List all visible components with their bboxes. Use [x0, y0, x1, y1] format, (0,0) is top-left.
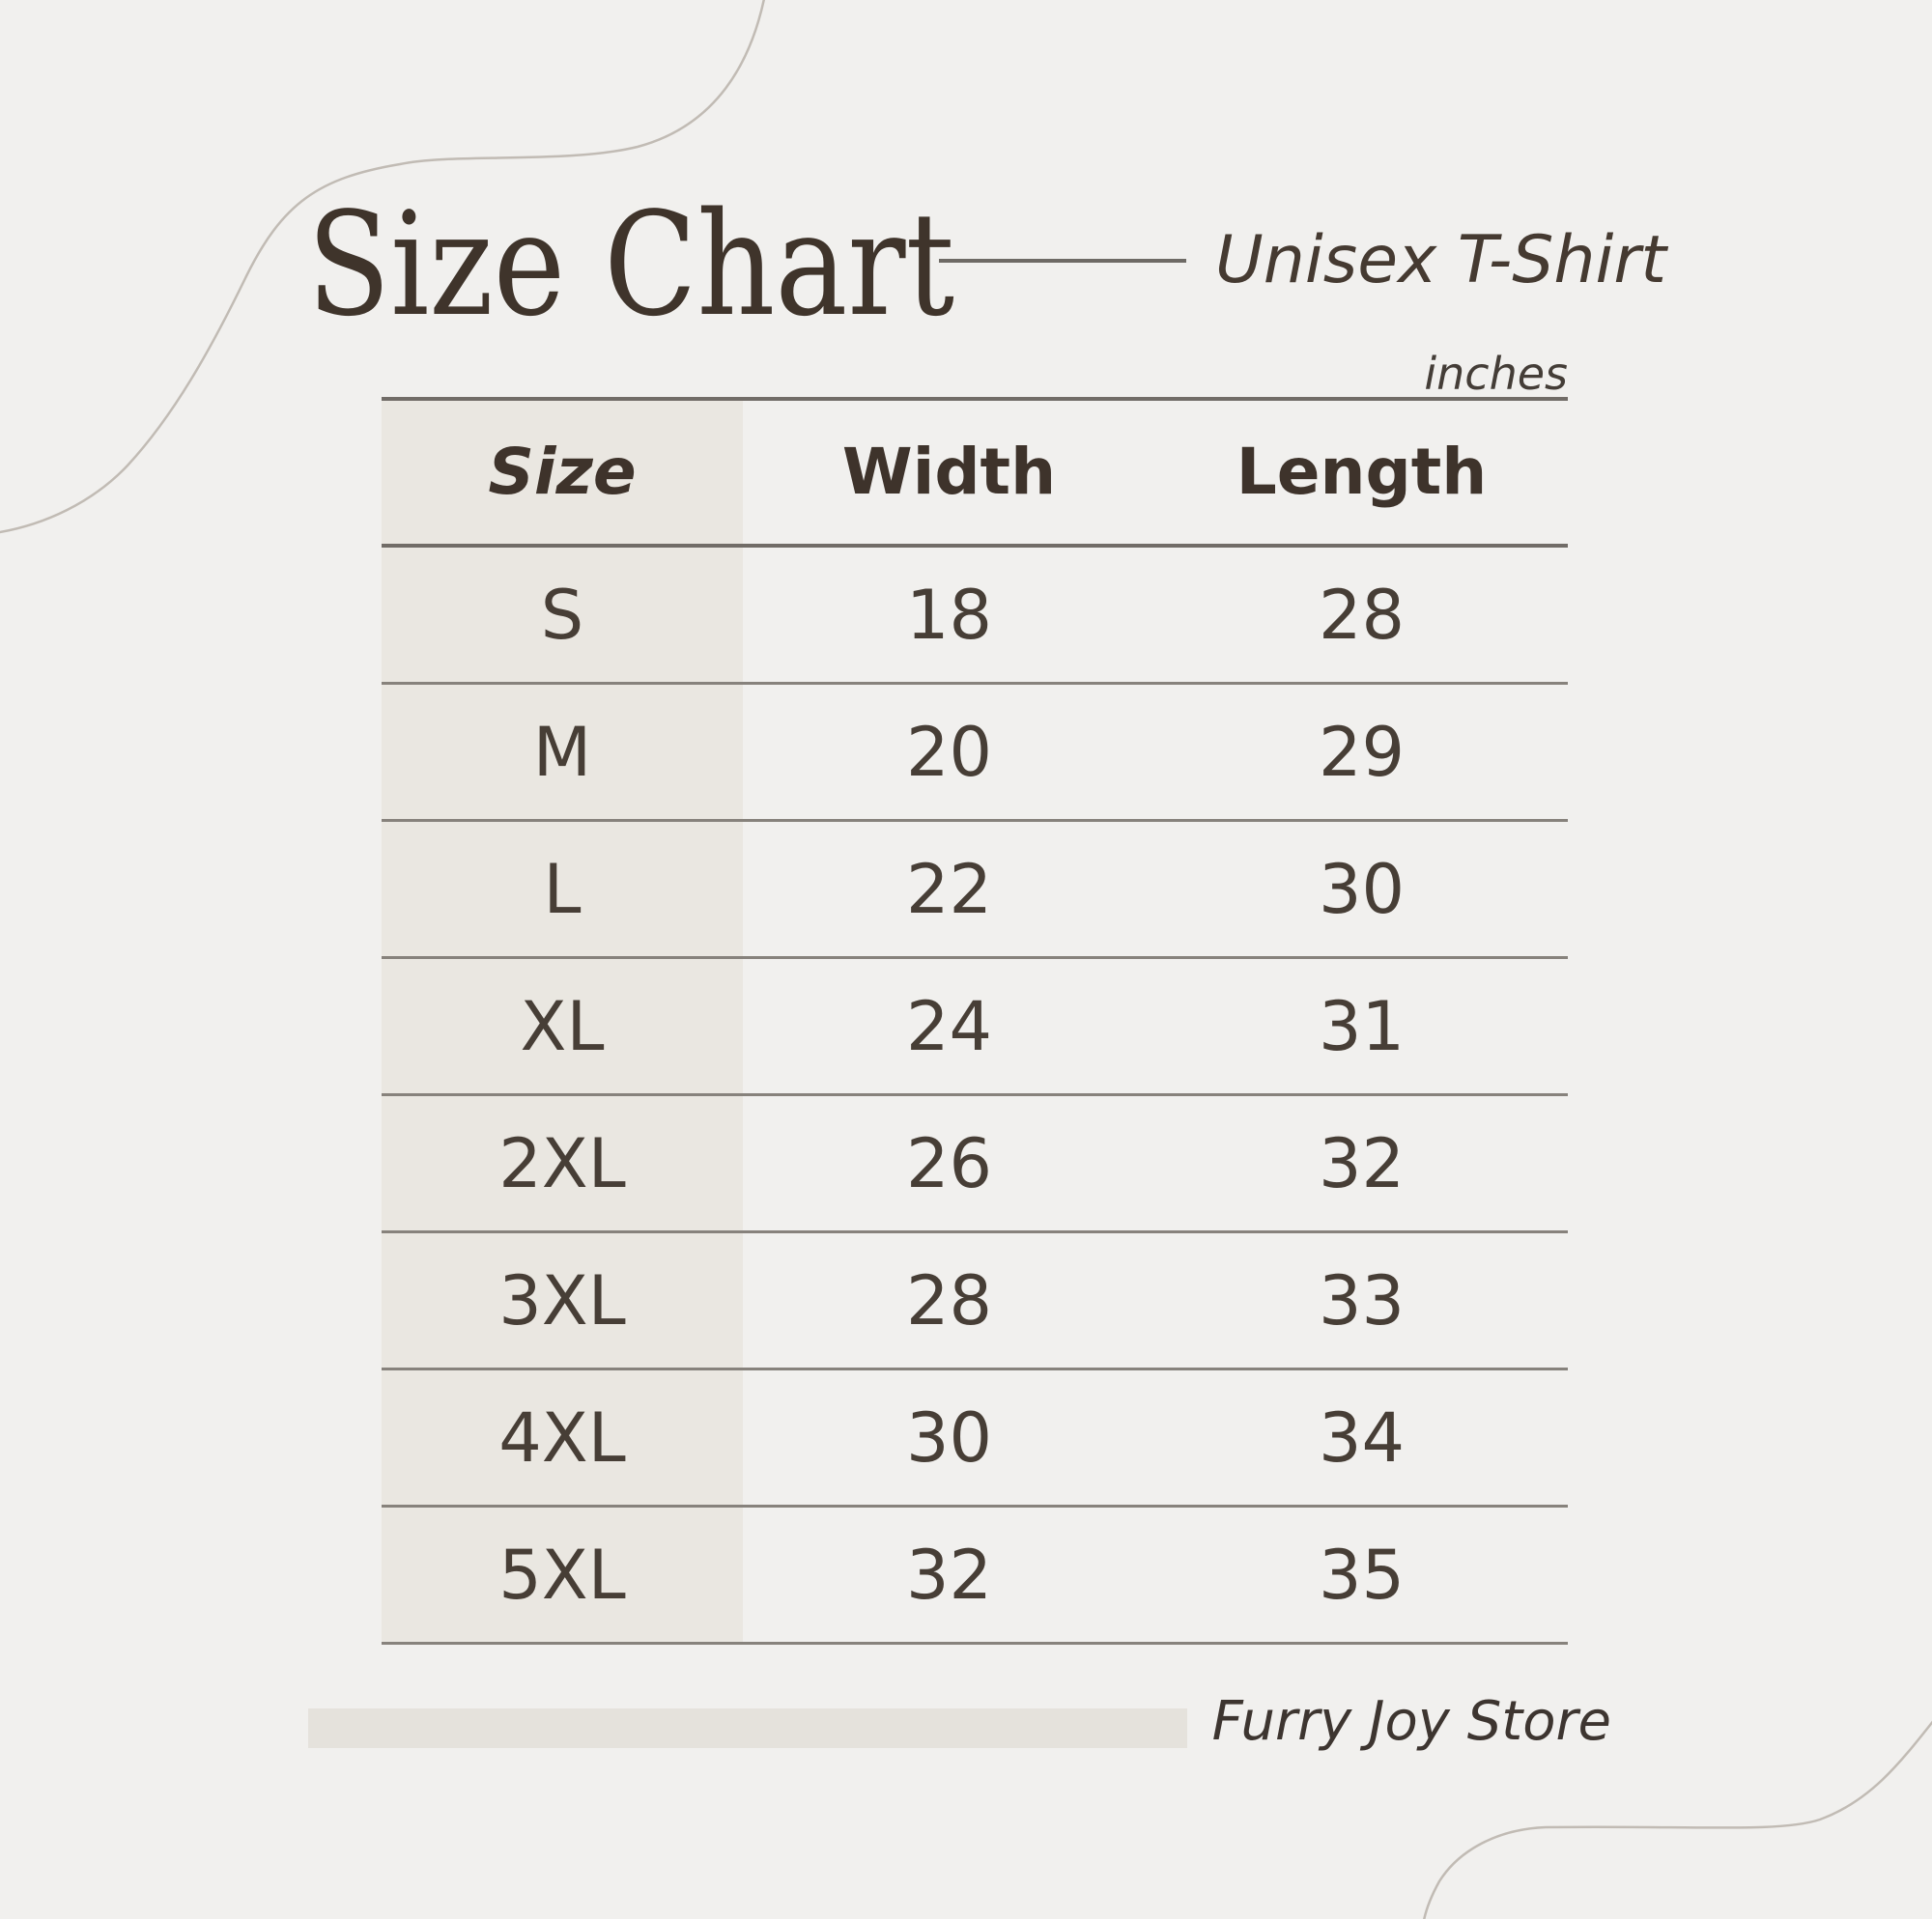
page-title: Size Chart: [307, 182, 955, 348]
size-label: L: [382, 822, 743, 956]
length-value: 30: [1318, 849, 1406, 929]
size-label: S: [382, 548, 743, 682]
table-row-l: L 22 30: [382, 822, 1568, 959]
table-header-row: Size Width Length: [382, 401, 1568, 548]
width-value: 22: [905, 849, 993, 929]
footer-decorative-bar: [308, 1708, 1187, 1748]
width-value: 26: [905, 1123, 993, 1203]
size-chart-table: Size Width Length S 18 28 M 20 29 L 22 3…: [382, 397, 1568, 1645]
width-value: 28: [905, 1260, 993, 1340]
table-row-5xl: 5XL 32 35: [382, 1508, 1568, 1645]
length-value: 31: [1318, 986, 1406, 1066]
title-divider-line: [939, 259, 1186, 263]
length-value: 32: [1318, 1123, 1406, 1203]
table-row-3xl: 3XL 28 33: [382, 1233, 1568, 1370]
length-value: 33: [1318, 1260, 1406, 1340]
table-row-2xl: 2XL 26 32: [382, 1096, 1568, 1233]
length-value: 35: [1318, 1535, 1406, 1615]
length-value: 34: [1318, 1397, 1406, 1478]
size-label: 2XL: [382, 1096, 743, 1230]
length-value: 29: [1318, 712, 1406, 792]
size-label: 5XL: [382, 1508, 743, 1642]
size-label: 4XL: [382, 1370, 743, 1505]
store-name: Furry Joy Store: [1211, 1690, 1611, 1753]
table-row-xl: XL 24 31: [382, 959, 1568, 1096]
width-value: 18: [905, 575, 993, 655]
column-header-size: Size: [382, 401, 743, 544]
column-header-width: Width: [841, 435, 1057, 509]
width-value: 32: [905, 1535, 993, 1615]
length-value: 28: [1318, 575, 1406, 655]
table-row-m: M 20 29: [382, 685, 1568, 822]
table-row-s: S 18 28: [382, 548, 1568, 685]
product-subtitle: Unisex T-Shirt: [1215, 222, 1667, 298]
size-label: XL: [382, 959, 743, 1093]
width-value: 30: [905, 1397, 993, 1478]
column-header-length: Length: [1236, 435, 1488, 509]
table-row-4xl: 4XL 30 34: [382, 1370, 1568, 1508]
units-label: inches: [1424, 348, 1568, 400]
width-value: 20: [905, 712, 993, 792]
width-value: 24: [905, 986, 993, 1066]
size-label: 3XL: [382, 1233, 743, 1368]
size-label: M: [382, 685, 743, 819]
